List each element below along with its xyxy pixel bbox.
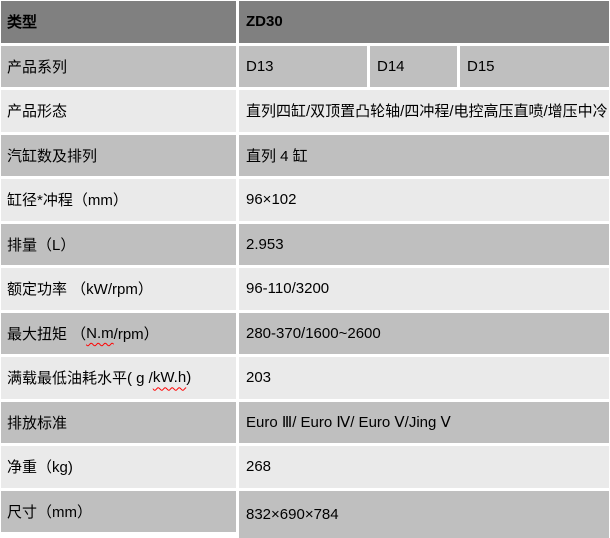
row-value: 直列 4 缸 — [239, 135, 609, 180]
row-value: 直列四缸/双顶置凸轮轴/四冲程/电控高压直喷/增压中冷 — [239, 90, 609, 135]
table-row: 最大扭矩 （N.m/rpm）280-370/1600~2600 — [1, 313, 609, 358]
table-row: 产品形态直列四缸/双顶置凸轮轴/四冲程/电控高压直喷/增压中冷 — [1, 90, 609, 135]
table-row: 额定功率 （kW/rpm）96-110/3200 — [1, 268, 609, 313]
row-label: 产品形态 — [1, 90, 239, 135]
row-label: 净重（kg) — [1, 446, 239, 491]
misspelled-word: N.m — [86, 325, 114, 342]
row-value: 268 — [239, 446, 609, 491]
row-label: 额定功率 （kW/rpm） — [1, 268, 239, 313]
table-row: 净重（kg)268 — [1, 446, 609, 491]
row-value: 832×690×784 — [239, 491, 609, 538]
row-label: 汽缸数及排列 — [1, 135, 239, 180]
misspelled-word: kW.h — [153, 369, 186, 386]
row-label: 排量（L） — [1, 224, 239, 269]
row-label: 类型 — [1, 1, 239, 46]
row-value: ZD30 — [239, 1, 609, 46]
row-label: 产品系列 — [1, 46, 239, 91]
row-value: 96-110/3200 — [239, 268, 609, 313]
row-value: Euro Ⅲ/ Euro Ⅳ/ Euro Ⅴ/Jing Ⅴ — [239, 402, 609, 447]
row-label: 尺寸（mm） — [1, 491, 239, 536]
row-value: D15 — [460, 46, 609, 91]
row-value: 203 — [239, 357, 609, 402]
row-value: D14 — [370, 46, 460, 91]
row-value: 2.953 — [239, 224, 609, 269]
row-value: D13 — [239, 46, 370, 91]
row-value: 96×102 — [239, 179, 609, 224]
table-row: 尺寸（mm）832×690×784 — [1, 491, 609, 538]
table-row: 缸径*冲程（mm）96×102 — [1, 179, 609, 224]
table-row: 满载最低油耗水平( g / kW.h )203 — [1, 357, 609, 402]
row-label: 满载最低油耗水平( g / kW.h ) — [1, 357, 239, 402]
row-label: 排放标准 — [1, 402, 239, 447]
row-value: 280-370/1600~2600 — [239, 313, 609, 358]
row-label: 最大扭矩 （N.m/rpm） — [1, 313, 239, 358]
table-row: 汽缸数及排列直列 4 缸 — [1, 135, 609, 180]
table-row: 排量（L）2.953 — [1, 224, 609, 269]
row-label: 缸径*冲程（mm） — [1, 179, 239, 224]
